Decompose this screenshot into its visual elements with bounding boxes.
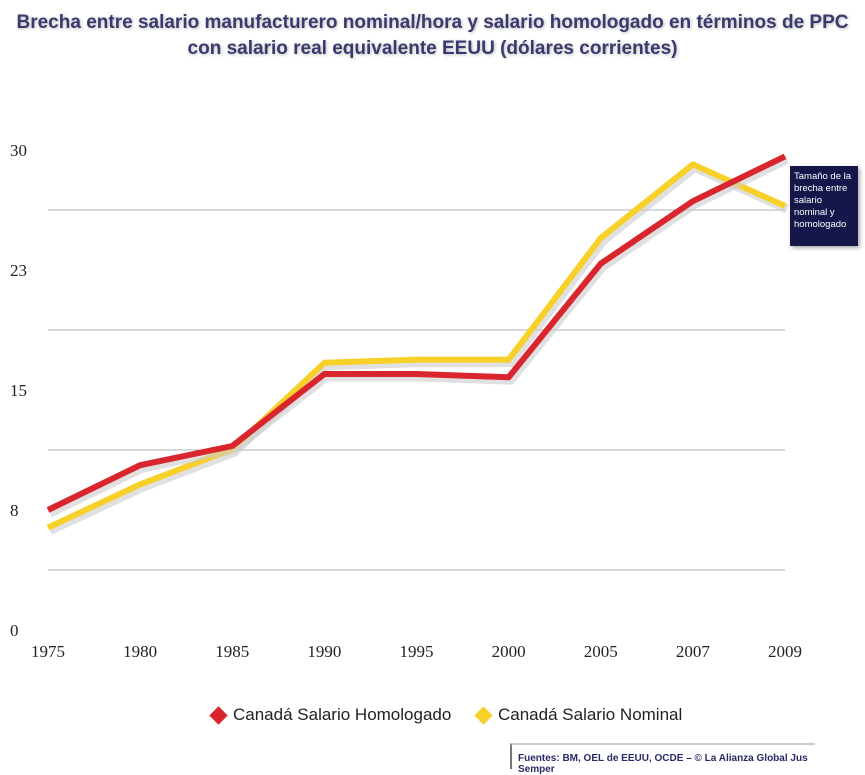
x-tick-label: 2005 bbox=[584, 642, 618, 661]
y-tick-label: 30 bbox=[10, 141, 27, 160]
y-tick-label: 0 bbox=[10, 621, 19, 640]
y-tick-label: 8 bbox=[10, 501, 19, 520]
x-tick-label: 1975 bbox=[31, 642, 65, 661]
source-note: Fuentes: BM, OEL de EEUU, OCDE – © La Al… bbox=[510, 743, 815, 769]
legend-item-homologado: Canadá Salario Homologado bbox=[212, 705, 451, 725]
series-line-homologado bbox=[48, 156, 785, 510]
legend-marker-red bbox=[209, 706, 227, 724]
legend-item-nominal: Canadá Salario Nominal bbox=[477, 705, 682, 725]
x-tick-label: 2000 bbox=[492, 642, 526, 661]
legend-label: Canadá Salario Homologado bbox=[233, 705, 451, 725]
x-tick-label: 1990 bbox=[307, 642, 341, 661]
gap-annotation: Tamaño de la brecha entre salario nomina… bbox=[790, 166, 858, 246]
legend-marker-yellow bbox=[474, 706, 492, 724]
x-tick-label: 1980 bbox=[123, 642, 157, 661]
x-tick-label: 2009 bbox=[768, 642, 802, 661]
line-chart: 0 8 15 23 30 1975 1980 1985 1990 1995 2000 2005 2007… bbox=[0, 0, 865, 700]
y-tick-label: 15 bbox=[10, 381, 27, 400]
legend: Canadá Salario Homologado Canadá Salario… bbox=[0, 705, 865, 729]
x-tick-label: 1995 bbox=[400, 642, 434, 661]
x-tick-label: 1985 bbox=[215, 642, 249, 661]
legend-label: Canadá Salario Nominal bbox=[498, 705, 682, 725]
x-tick-label: 2007 bbox=[676, 642, 711, 661]
y-tick-label: 23 bbox=[10, 261, 27, 280]
